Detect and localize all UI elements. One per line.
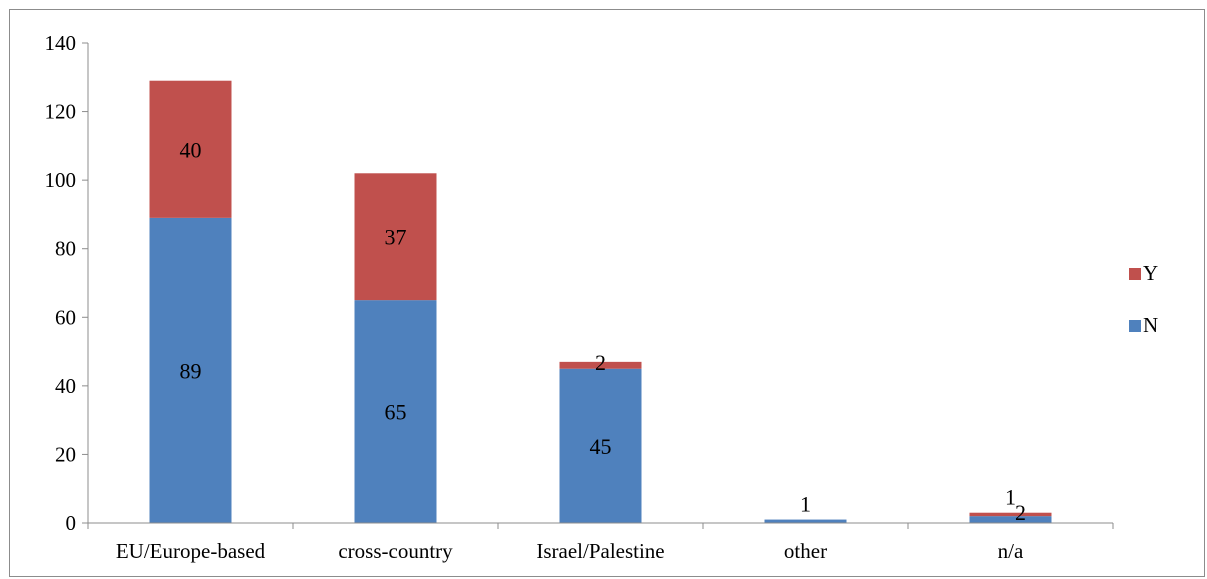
bar-n-3 bbox=[764, 519, 847, 523]
data-label-y-0: 40 bbox=[180, 137, 202, 162]
x-tick-label: EU/Europe-based bbox=[116, 539, 266, 563]
y-tick-label: 0 bbox=[66, 511, 77, 535]
bars bbox=[149, 80, 1052, 523]
legend-label-n: N bbox=[1143, 313, 1158, 337]
bar-n-2 bbox=[559, 368, 642, 523]
x-tick-label: n/a bbox=[998, 539, 1024, 563]
bar-n-4 bbox=[969, 516, 1052, 523]
legend-swatch-y bbox=[1129, 268, 1141, 280]
y-tick-label: 40 bbox=[55, 374, 76, 398]
bar-y-1 bbox=[354, 173, 437, 301]
data-label-y-1: 37 bbox=[385, 225, 407, 250]
chart-frame: 0 20 40 60 80 100 120 140 EU/Europe-based cross-… bbox=[9, 9, 1205, 577]
x-tick-label: Israel/Palestine bbox=[536, 539, 664, 563]
x-tick-label: other bbox=[784, 539, 827, 563]
y-tick-label: 60 bbox=[55, 305, 76, 329]
legend-swatch-n bbox=[1129, 320, 1141, 332]
y-tick-label: 80 bbox=[55, 237, 76, 261]
y-tick-label: 100 bbox=[45, 168, 77, 192]
data-label-n-4: 2 bbox=[1015, 500, 1026, 525]
x-tick-label: cross-country bbox=[338, 539, 453, 563]
data-label-n-0: 89 bbox=[180, 358, 202, 383]
data-label-n-3: 1 bbox=[800, 492, 811, 517]
bar-y-0 bbox=[149, 80, 232, 218]
bar-y-2 bbox=[559, 361, 642, 369]
axes bbox=[87, 43, 1114, 529]
bar-n-1 bbox=[354, 300, 437, 523]
data-label-y-2: 2 bbox=[595, 350, 606, 375]
bar-n-0 bbox=[149, 217, 232, 523]
y-tick-label: 140 bbox=[45, 31, 77, 55]
data-label-n-1: 65 bbox=[385, 400, 407, 425]
legend: YN bbox=[1129, 261, 1158, 337]
data-label-y-4: 1 bbox=[1005, 485, 1016, 510]
legend-label-y: Y bbox=[1143, 261, 1158, 285]
y-axis-ticks: 0 20 40 60 80 100 120 140 bbox=[45, 31, 88, 535]
y-tick-label: 120 bbox=[45, 100, 77, 124]
y-tick-label: 20 bbox=[55, 442, 76, 466]
bar-y-4 bbox=[969, 512, 1052, 517]
data-label-n-2: 45 bbox=[590, 434, 612, 459]
x-axis-tick-labels: EU/Europe-based cross-country Israel/Pales… bbox=[116, 539, 1024, 563]
